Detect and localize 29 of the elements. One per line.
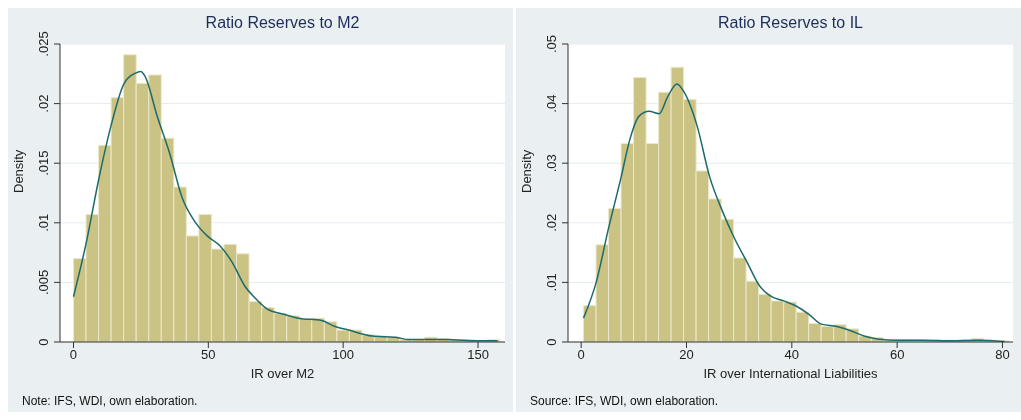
source-note: Source: IFS, WDI, own elaboration.: [530, 394, 719, 408]
y-tick-label: .02: [544, 213, 559, 232]
y-tick-label: 0: [544, 338, 559, 346]
y-tick-label: .015: [36, 150, 51, 176]
x-axis-title: IR over International Liabilities: [703, 366, 879, 381]
y-tick-label: .005: [36, 269, 51, 296]
y-axis-title: Density: [518, 149, 534, 193]
y-tick-label: 0: [36, 338, 51, 346]
x-tick-label: 20: [679, 347, 694, 363]
x-tick-label: 0: [577, 347, 585, 363]
y-tick-label: .03: [544, 154, 559, 173]
x-axis-title: IR over M2: [250, 366, 315, 381]
y-tick-label: .025: [36, 31, 51, 57]
x-tick-label: 50: [201, 347, 216, 363]
x-tick-label: 40: [784, 347, 800, 363]
y-tick-label: .01: [36, 213, 51, 232]
x-tick-label: 150: [467, 347, 489, 363]
x-tick-label: 80: [995, 347, 1010, 363]
x-tick-label: 0: [69, 347, 78, 363]
y-tick-label: .04: [544, 94, 559, 113]
text: Note: IFS, WDI, own elaboration.: [22, 394, 198, 408]
y-tick-label: .01: [544, 273, 559, 292]
chart-title: Ratio Reserves to IL: [717, 13, 864, 31]
y-tick-label: .02: [36, 94, 51, 113]
chart-title: Ratio Reserves to M2: [204, 13, 361, 31]
y-tick-label: .05: [544, 34, 559, 54]
y-axis-title: Density: [10, 149, 26, 193]
x-tick-label: 100: [332, 347, 355, 363]
x-tick-label: 60: [889, 347, 905, 363]
